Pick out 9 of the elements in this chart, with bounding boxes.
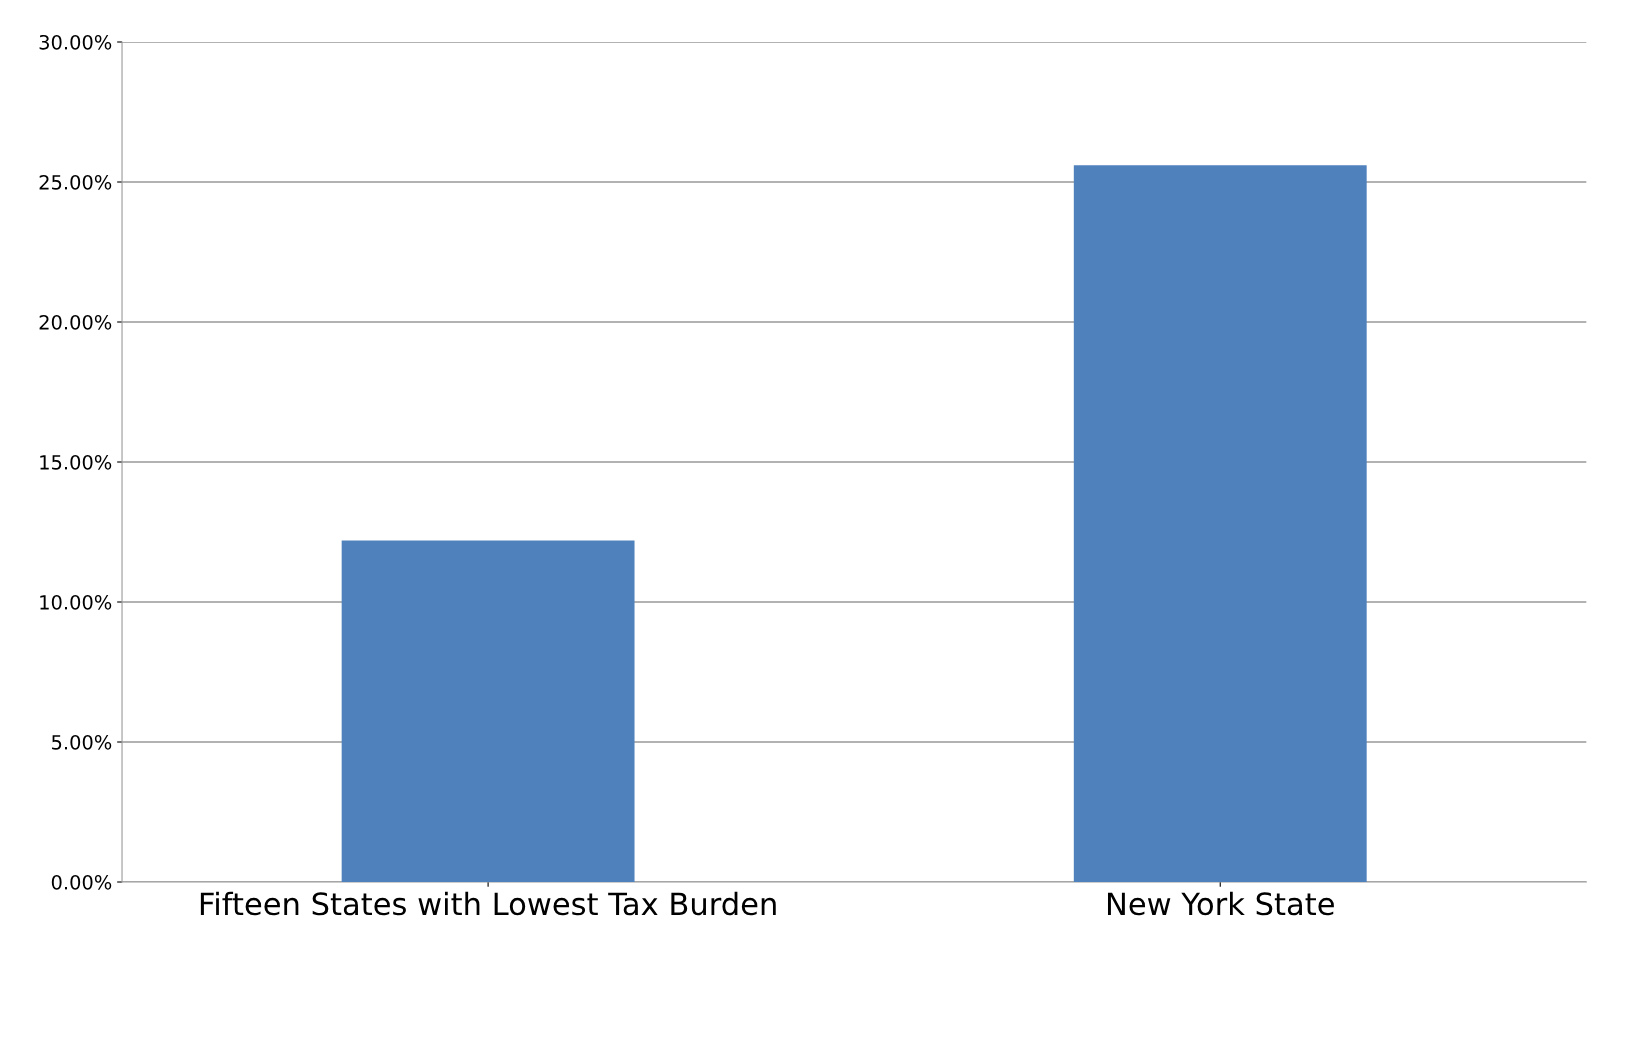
y-tick-label: 10.00% [40,594,112,610]
y-tick-label: 5.00% [52,734,112,750]
x-tick-label: New York State [1107,891,1334,916]
y-tick-label: 20.00% [39,314,112,330]
y-tick-label: 25.00% [39,174,112,190]
y-tick-label: 0.00% [51,874,112,890]
x-tick-label: Fifteen States with Lowest Tax Burden [200,891,776,916]
y-tick-label: 15.00% [40,454,112,470]
y-tick-label: 30.00% [39,34,112,50]
